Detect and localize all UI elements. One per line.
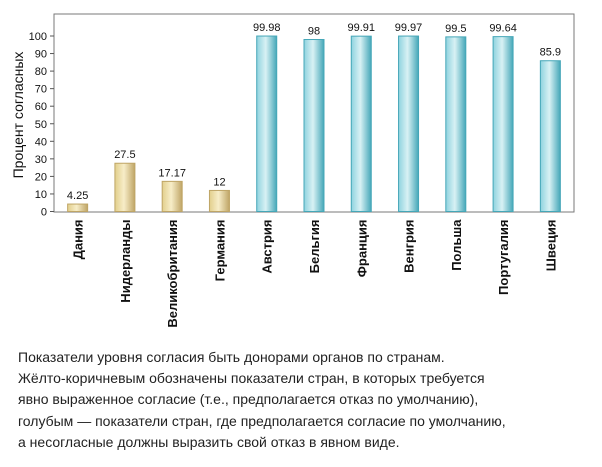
y-tick-label: 100 [29, 31, 47, 43]
bar-value-label: 99.5 [445, 23, 466, 35]
y-tick-label: 60 [35, 101, 47, 113]
bar-1 [67, 203, 89, 212]
bar-value-label: 85.9 [540, 47, 561, 59]
caption-line: явно выраженное согласие (т.е., предпола… [18, 391, 479, 408]
y-tick-label: 70 [35, 84, 47, 96]
x-category-label: Венгрия [402, 220, 417, 273]
bar-6 [303, 39, 325, 213]
bar-value-label: 4.25 [67, 190, 88, 202]
bar-value-label: 99.97 [395, 22, 423, 34]
bar-value-label: 12 [213, 176, 225, 188]
bar-value-label: 27.5 [114, 149, 135, 161]
bar-8 [398, 35, 420, 213]
y-tick-label: 50 [35, 119, 47, 131]
bar-value-label: 99.91 [348, 22, 376, 34]
bar-2 [114, 162, 136, 213]
bar-value-label: 99.64 [489, 23, 517, 35]
caption-line: а несогласные должны выразить свой отказ… [18, 433, 400, 450]
x-category-label: Австрия [260, 220, 275, 274]
y-tick-label: 0 [41, 207, 47, 219]
x-category-label: Германия [212, 220, 227, 282]
bar-5 [256, 35, 278, 213]
x-category-label: Франция [354, 220, 369, 278]
bar-7 [350, 35, 372, 213]
bar-11 [539, 60, 561, 212]
x-category-label: Швеция [543, 220, 558, 272]
bar-9 [445, 36, 467, 212]
x-axis-labels: Дания Нидерланды Великобритания Германия Авс… [71, 219, 559, 328]
figure-caption: Показатели уровня согласия быть донорами… [18, 347, 588, 453]
bars [67, 35, 561, 213]
y-tick-label: 20 [35, 171, 47, 183]
caption-line: Показатели уровня согласия быть донорами… [18, 349, 445, 365]
y-tick-label: 30 [35, 154, 47, 166]
x-category-label: Великобритания [165, 220, 180, 328]
y-tick-label: 10 [35, 189, 47, 201]
bar-value-label: 17.17 [158, 167, 186, 179]
y-axis: 0 10 20 30 40 50 60 70 80 90 100 [29, 31, 54, 219]
bar-chart: 0 10 20 30 40 50 60 70 80 90 100 4.25 27.5 17.17 12 99… [10, 13, 575, 328]
caption-line: Жёлто-коричневым обозначены показатели с… [18, 370, 485, 387]
x-category-label: Дания [71, 220, 86, 260]
x-category-label: Нидерланды [118, 220, 133, 303]
caption-line: голубым — показатели стран, где предпола… [18, 412, 506, 429]
bar-4 [208, 189, 230, 213]
y-axis-title: Процент согласных [10, 52, 26, 179]
y-tick-label: 80 [35, 66, 47, 78]
y-tick-label: 40 [35, 136, 47, 148]
value-labels: 4.25 27.5 17.17 12 99.98 98 99.91 99.97 99.5 99.6… [67, 22, 561, 202]
x-category-label: Польша [449, 219, 464, 271]
x-category-label: Бельгия [307, 220, 322, 274]
bar-3 [161, 180, 183, 213]
bar-10 [492, 36, 514, 212]
y-tick-label: 90 [35, 49, 47, 61]
bar-value-label: 98 [308, 26, 320, 38]
x-category-label: Португалия [496, 220, 511, 295]
bar-value-label: 99.98 [253, 22, 281, 34]
